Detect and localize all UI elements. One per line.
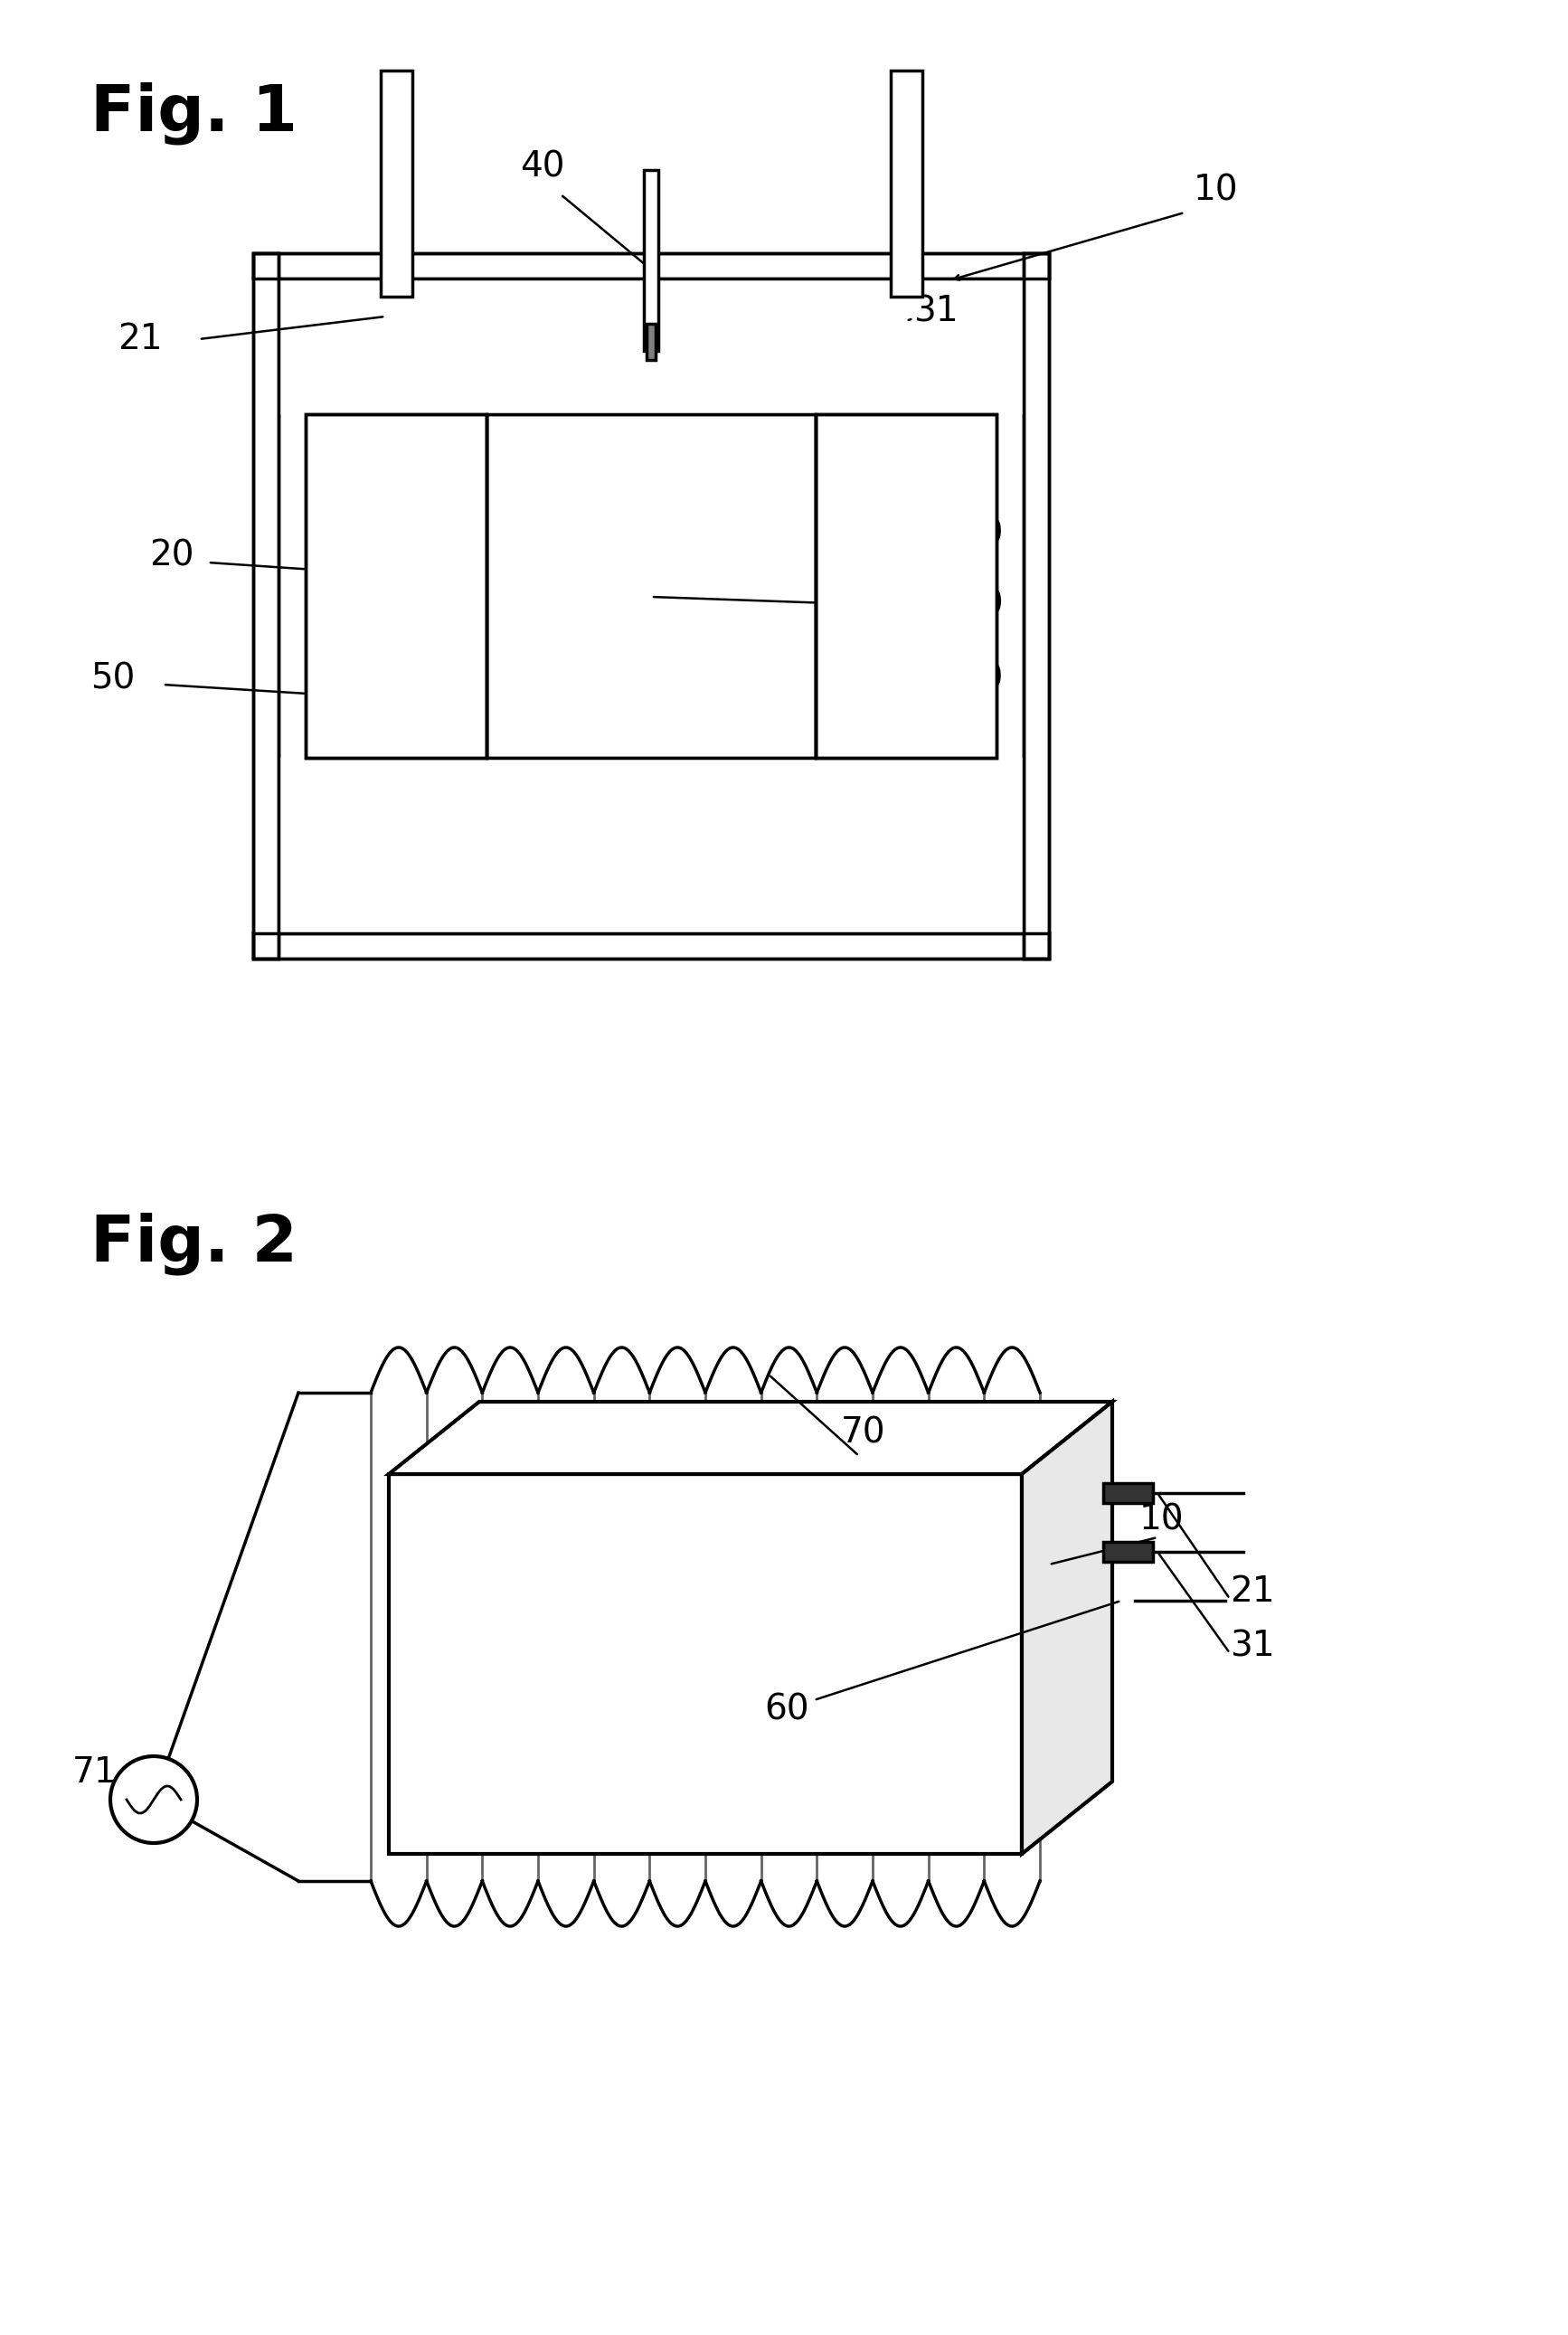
Text: Fig. 1: Fig. 1	[91, 82, 298, 145]
Bar	[252, 252, 279, 960]
Bar	[279, 278, 1024, 934]
Text: 21: 21	[1229, 1574, 1275, 1609]
Bar	[1024, 252, 1049, 960]
Bar	[486, 413, 815, 759]
Text: 71: 71	[72, 1756, 118, 1789]
Text: Fig. 2: Fig. 2	[91, 1212, 298, 1275]
Bar	[279, 759, 1024, 934]
Polygon shape	[1022, 1401, 1112, 1854]
Text: 70: 70	[840, 1417, 886, 1450]
Text: 60: 60	[764, 1693, 809, 1726]
Bar	[646, 325, 655, 360]
Bar	[815, 413, 997, 759]
Bar	[644, 170, 659, 350]
Polygon shape	[389, 1401, 1112, 1473]
Text: 60: 60	[958, 586, 1004, 621]
Bar	[815, 413, 997, 759]
Text: 50: 50	[958, 661, 1004, 696]
Bar	[381, 70, 412, 297]
Bar	[1104, 1541, 1152, 1562]
Bar	[306, 413, 486, 759]
Bar	[1024, 252, 1049, 960]
Text: 20: 20	[149, 539, 194, 574]
Bar	[252, 252, 1049, 278]
Circle shape	[110, 1756, 198, 1842]
Bar	[486, 413, 815, 759]
Bar	[252, 252, 279, 960]
Bar	[486, 413, 815, 759]
Text: 30: 30	[958, 516, 1004, 551]
Bar	[252, 252, 279, 960]
Bar	[279, 278, 1024, 413]
Bar	[1104, 1483, 1152, 1504]
Bar	[306, 413, 486, 759]
Bar	[252, 934, 1049, 960]
Text: 50: 50	[91, 661, 135, 696]
Text: 31: 31	[913, 294, 958, 329]
Bar	[252, 252, 1049, 278]
Bar	[279, 759, 1024, 934]
Polygon shape	[389, 1473, 1022, 1854]
Text: 21: 21	[118, 322, 163, 357]
Bar	[252, 252, 1049, 278]
Bar	[891, 70, 922, 297]
Bar	[815, 413, 997, 759]
Text: 40: 40	[521, 149, 564, 184]
Text: 31: 31	[1229, 1630, 1275, 1663]
Bar	[306, 413, 486, 759]
Bar	[252, 934, 1049, 960]
Bar	[1024, 252, 1049, 960]
Text: 10: 10	[1140, 1501, 1184, 1536]
Bar	[279, 278, 1024, 934]
Text: 10: 10	[1193, 173, 1239, 208]
Bar	[252, 934, 1049, 960]
